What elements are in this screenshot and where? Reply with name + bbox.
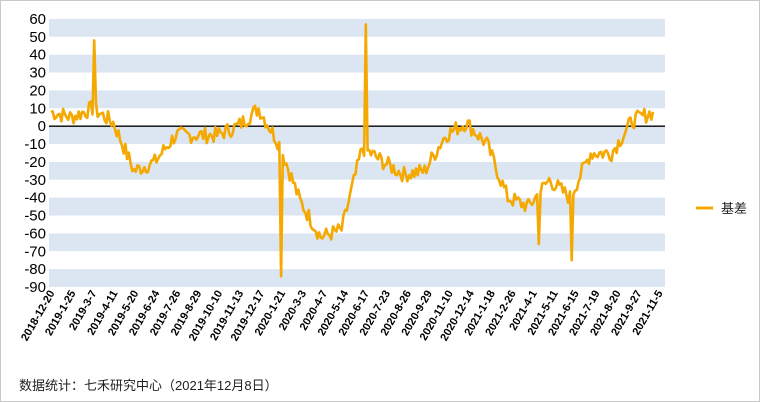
legend: 基差: [696, 201, 747, 216]
grid-band: [49, 90, 665, 109]
y-tick-label: -70: [24, 243, 46, 260]
y-tick-label: 50: [29, 29, 46, 46]
y-tick-label: -80: [24, 261, 46, 278]
grid-band: [49, 269, 665, 287]
y-tick-label: 30: [29, 65, 46, 82]
y-tick-label: 60: [29, 11, 46, 28]
y-tick-label: 0: [38, 118, 46, 135]
grid-band: [49, 144, 665, 162]
y-tick-label: 20: [29, 82, 46, 99]
grid-band: [49, 126, 665, 145]
y-tick-label: -60: [24, 225, 46, 242]
grid-band: [49, 233, 665, 252]
legend-label: 基差: [721, 201, 747, 216]
series-line-basis: [50, 23, 655, 278]
x-axis-ticks: 2018-12-202019-1-252019-3-72019-4-112019…: [19, 288, 666, 343]
y-tick-label: -10: [24, 136, 46, 153]
grid-band: [49, 54, 665, 73]
grid-band: [49, 215, 665, 234]
grid-band: [49, 36, 665, 55]
grid-band: [49, 108, 665, 127]
y-tick-label: 10: [29, 100, 46, 117]
y-tick-label: -30: [24, 172, 46, 189]
y-tick-label: 40: [29, 47, 46, 64]
y-tick-label: -20: [24, 154, 46, 171]
y-tick-label: -40: [24, 190, 46, 207]
grid-band: [49, 72, 665, 91]
grid-band: [49, 179, 665, 198]
grid-band: [49, 251, 665, 270]
data-source-note: 数据统计：七禾研究中心（2021年12月8日）: [19, 378, 278, 393]
grid-band: [49, 19, 665, 37]
y-tick-label: -50: [24, 208, 46, 225]
y-tick-label: -90: [24, 279, 46, 296]
